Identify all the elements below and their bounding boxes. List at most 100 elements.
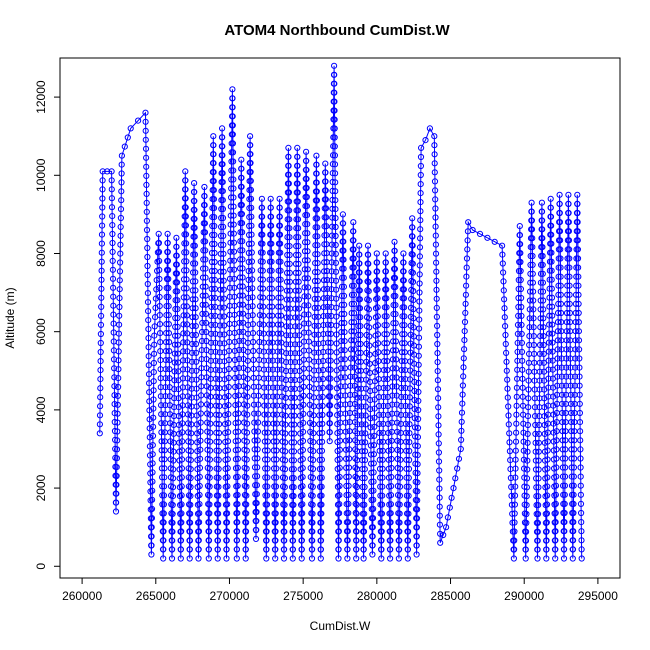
data-point (300, 401, 307, 408)
data-point (389, 383, 396, 390)
data-point (245, 240, 253, 248)
data-point (328, 259, 335, 266)
data-point (300, 428, 307, 435)
data-point (331, 80, 338, 87)
data-point (340, 220, 347, 227)
data-point (564, 282, 571, 289)
data-point (385, 438, 392, 445)
data-point (303, 203, 310, 210)
data-point (250, 392, 257, 399)
data-point (324, 321, 331, 328)
x-tick-label: 285000 (431, 589, 471, 603)
data-point (281, 484, 288, 491)
data-point (257, 294, 264, 301)
data-point (412, 451, 419, 458)
y-tick-label: 4000 (34, 396, 48, 423)
data-point (416, 271, 423, 278)
data-point (286, 207, 293, 214)
data-point (209, 214, 216, 221)
data-point (206, 519, 213, 526)
data-point (532, 439, 539, 446)
data-point (353, 501, 360, 508)
data-point (409, 251, 416, 258)
data-point (165, 330, 172, 337)
data-point (265, 348, 272, 355)
data-point (215, 447, 222, 454)
data-point (405, 510, 412, 517)
data-point (433, 313, 440, 320)
data-point (202, 319, 210, 326)
data-point (575, 264, 582, 271)
data-point (284, 234, 291, 241)
data-point (577, 446, 584, 453)
data-point (220, 295, 227, 302)
data-point (301, 257, 308, 264)
data-point (403, 456, 410, 463)
data-point (531, 395, 538, 402)
data-point (353, 510, 360, 517)
data-point (431, 133, 438, 140)
data-point (215, 510, 222, 517)
data-point (243, 474, 250, 481)
data-point (512, 456, 519, 463)
data-point (207, 429, 214, 436)
data-point (285, 189, 292, 196)
data-point (180, 303, 187, 310)
data-point (240, 383, 247, 390)
data-point (318, 519, 325, 526)
data-point (546, 321, 553, 328)
data-point (145, 362, 152, 369)
data-point (412, 442, 419, 449)
data-point (398, 384, 405, 392)
data-point (238, 201, 245, 209)
data-point (164, 239, 171, 247)
data-point (261, 384, 268, 391)
data-point (539, 261, 546, 268)
data-point (574, 209, 581, 217)
data-point (555, 309, 562, 317)
data-point (109, 222, 116, 229)
data-point (284, 243, 291, 250)
data-point (216, 421, 223, 428)
data-point (241, 410, 248, 417)
data-point (232, 429, 239, 436)
data-point (232, 392, 239, 400)
data-point (343, 473, 350, 481)
data-point (287, 367, 294, 375)
data-point (268, 267, 275, 274)
data-point (570, 537, 577, 544)
data-point (569, 555, 576, 562)
data-point (214, 528, 222, 535)
data-point (524, 448, 531, 455)
data-point (264, 438, 271, 445)
data-point (171, 386, 178, 393)
data-point (347, 382, 354, 389)
data-point (178, 492, 185, 499)
data-point (286, 269, 293, 276)
data-point (239, 274, 246, 281)
data-point (389, 356, 396, 363)
data-point (243, 501, 250, 508)
data-point (326, 429, 333, 436)
data-point (336, 437, 344, 444)
data-point (229, 122, 236, 129)
data-point (541, 395, 548, 402)
data-point (327, 375, 334, 382)
data-point (206, 447, 214, 454)
data-point (434, 368, 441, 375)
data-point (236, 356, 243, 363)
data-point (323, 214, 330, 221)
data-point (181, 249, 188, 256)
data-point (357, 323, 364, 330)
data-point (411, 415, 418, 422)
data-point (210, 160, 217, 167)
data-point (263, 510, 270, 517)
data-point (563, 346, 570, 353)
data-point (554, 382, 561, 389)
data-point (316, 439, 323, 446)
data-point (541, 439, 549, 446)
data-point (322, 196, 329, 203)
data-point (110, 284, 117, 291)
data-point (537, 306, 544, 313)
data-point (220, 313, 228, 320)
